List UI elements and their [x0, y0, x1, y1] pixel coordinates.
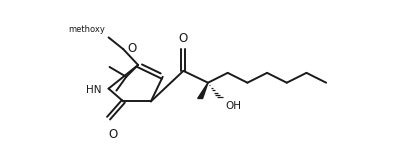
Polygon shape	[198, 83, 208, 98]
Text: O: O	[179, 32, 188, 45]
Text: O: O	[127, 42, 136, 55]
Text: methoxy: methoxy	[69, 25, 106, 34]
Text: HN: HN	[86, 85, 102, 95]
Text: OH: OH	[226, 101, 242, 111]
Text: O: O	[109, 128, 118, 141]
